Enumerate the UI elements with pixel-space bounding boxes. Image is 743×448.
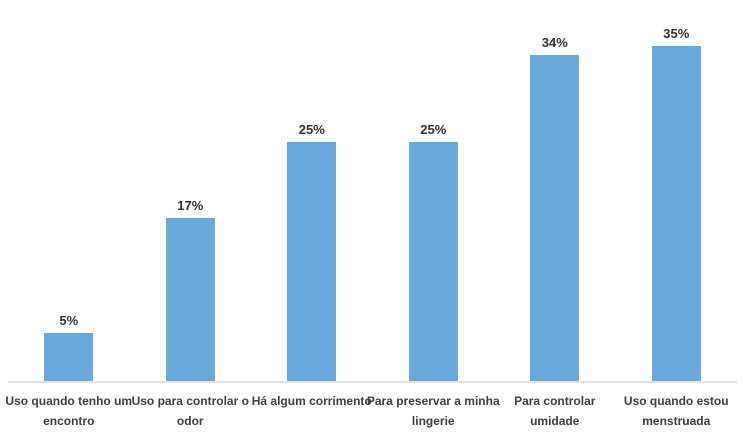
bar-value-label: 34% [541,35,568,51]
plot-area: 5% 17% 25% 25% 34% 35% [8,0,737,383]
bar-slot: 25% [251,122,373,381]
bar [165,218,215,381]
bar-slot: 17% [130,198,252,381]
category-label: Uso quando tenho um encontro [5,394,133,429]
bar-slot: 35% [616,26,738,381]
bar-value-label: 25% [298,121,325,137]
category-label: Para preservar a minha lingerie [366,394,500,429]
bar-slot: 34% [494,35,616,381]
bar-value-label: 5% [59,313,79,329]
bar-value-label: 25% [420,121,447,137]
bar-value-label: 17% [177,198,204,214]
category-label: Há algum corrimento [251,394,372,408]
bar [408,141,458,381]
category-label: Uso quando estou menstruada [623,394,729,429]
category-label: Para controlar umidade [514,394,596,429]
bar [530,55,580,381]
bar-slot: 5% [8,313,130,381]
bar [651,45,701,381]
bar-slot: 25% [373,122,495,381]
bar-value-label: 35% [663,25,690,41]
category-axis: Uso quando tenho um encontro Uso para con… [5,391,737,432]
category-label: Uso para controlar o odor [131,394,249,429]
bar [287,141,337,381]
bar [44,333,94,381]
